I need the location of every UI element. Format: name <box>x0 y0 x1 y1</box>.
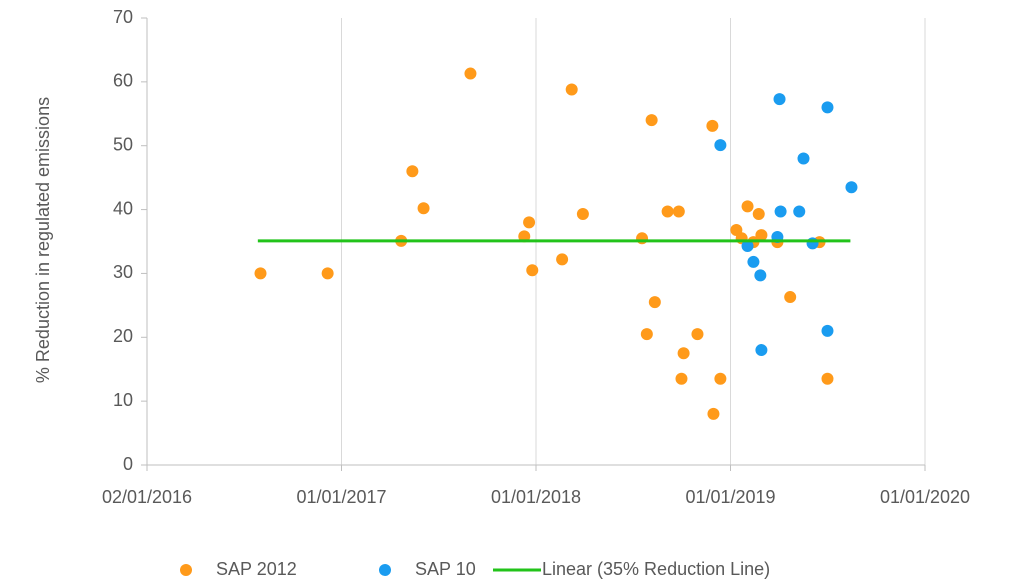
point <box>706 119 719 132</box>
point <box>254 267 267 280</box>
y-tick-label: 10 <box>113 390 133 410</box>
point <box>754 269 767 282</box>
point <box>464 67 477 80</box>
point <box>556 253 569 266</box>
legend-label: Linear (35% Reduction Line) <box>542 559 770 579</box>
point <box>845 181 858 194</box>
point <box>741 239 754 252</box>
point <box>714 139 727 152</box>
point <box>648 296 661 309</box>
point <box>774 205 787 218</box>
point <box>747 255 760 268</box>
legend-label: SAP 2012 <box>216 559 297 579</box>
point <box>793 205 806 218</box>
point <box>755 229 768 242</box>
y-tick-label: 0 <box>123 454 133 474</box>
point <box>755 344 768 357</box>
point <box>773 93 786 106</box>
y-tick-label: 40 <box>113 198 133 218</box>
point <box>640 328 653 341</box>
point <box>707 407 720 420</box>
x-tick-label: 01/01/2018 <box>491 487 581 507</box>
point <box>645 114 658 127</box>
x-tick-label: 01/01/2017 <box>296 487 386 507</box>
point <box>714 372 727 385</box>
point <box>526 264 539 277</box>
y-tick-label: 50 <box>113 134 133 154</box>
y-tick-label: 20 <box>113 326 133 346</box>
point <box>752 208 765 221</box>
point <box>821 324 834 337</box>
point <box>821 372 834 385</box>
y-tick-label: 70 <box>113 7 133 27</box>
legend-marker <box>379 564 391 576</box>
point <box>784 291 797 304</box>
point <box>741 200 754 213</box>
point <box>523 216 536 229</box>
point <box>661 205 674 218</box>
point <box>565 83 578 96</box>
point <box>321 267 334 280</box>
point <box>675 372 688 385</box>
x-tick-label: 01/01/2019 <box>685 487 775 507</box>
y-tick-label: 60 <box>113 71 133 91</box>
point <box>406 165 419 178</box>
x-tick-label: 01/01/2020 <box>880 487 970 507</box>
point <box>576 208 589 221</box>
point <box>821 101 834 114</box>
point <box>417 202 430 215</box>
x-tick-label: 02/01/2016 <box>102 487 192 507</box>
point <box>677 347 690 360</box>
legend-label: SAP 10 <box>415 559 476 579</box>
point <box>691 328 704 341</box>
y-axis-label: % Reduction in regulated emissions <box>33 97 53 383</box>
point <box>797 152 810 165</box>
y-tick-label: 30 <box>113 262 133 282</box>
point <box>806 237 819 250</box>
point <box>672 205 685 218</box>
point <box>636 232 649 245</box>
legend-marker <box>180 564 192 576</box>
